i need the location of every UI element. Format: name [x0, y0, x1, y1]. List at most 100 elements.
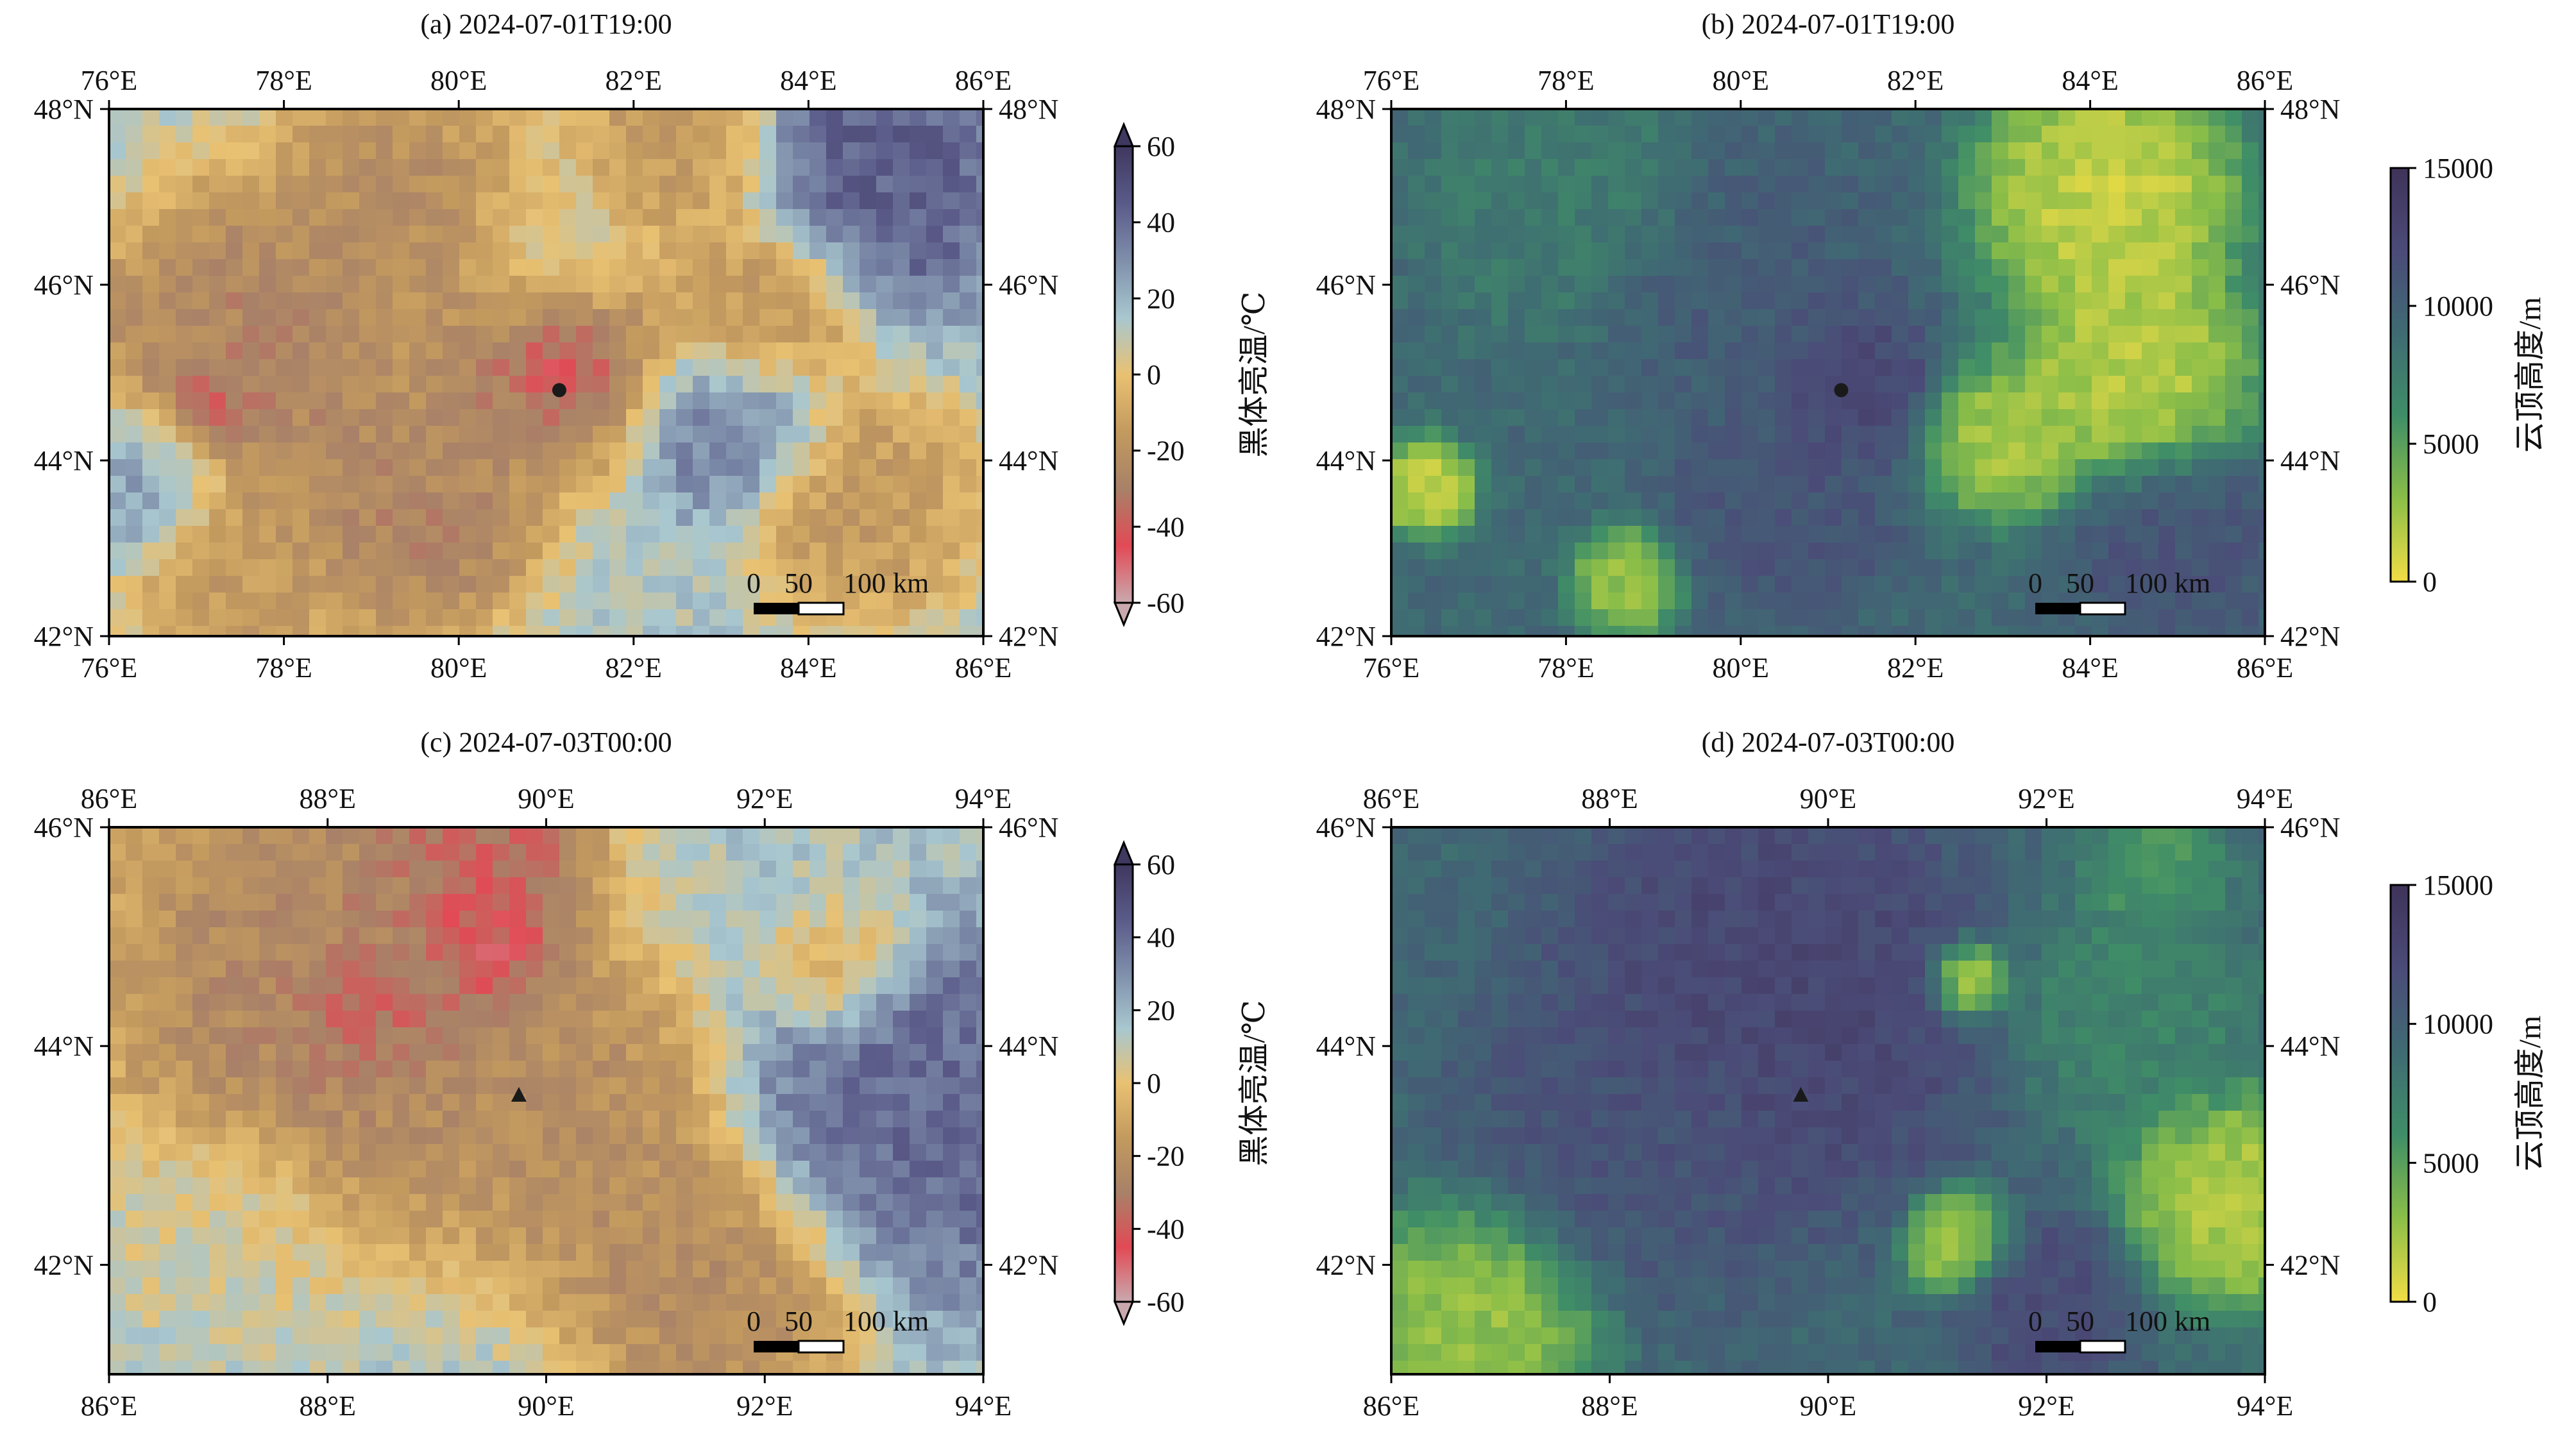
- scale-bar-black: [754, 1341, 799, 1352]
- y-tick-label-right: 42°N: [2280, 621, 2340, 652]
- x-tick-label-bottom: 92°E: [736, 1390, 793, 1422]
- colorbar-tick-label: 20: [1147, 283, 1175, 314]
- colorbar-tick-label: 0: [1147, 359, 1161, 391]
- y-tick-label-left: 48°N: [1316, 94, 1376, 125]
- x-tick-label-top: 88°E: [1581, 783, 1638, 814]
- scale-bar-white: [2079, 1340, 2126, 1354]
- colorbar-extend-top: [1113, 840, 1135, 866]
- colorbar-tick-label: 15000: [2423, 870, 2493, 901]
- colorbar-tick-label: 40: [1147, 922, 1175, 954]
- colorbar-label: 黑体亮温/℃: [1237, 291, 1271, 457]
- x-tick-label-bottom: 86°E: [2237, 652, 2293, 684]
- x-tick-label-top: 86°E: [1363, 783, 1419, 814]
- y-tick-label-right: 44°N: [2280, 445, 2340, 476]
- x-tick-label-top: 80°E: [430, 65, 487, 96]
- panel-title: (a) 2024-07-01T19:00: [420, 8, 672, 40]
- colorbar-tick-label: 5000: [2423, 1147, 2479, 1179]
- scale-bar-white: [797, 602, 845, 616]
- panel-title: (c) 2024-07-03T00:00: [420, 727, 672, 758]
- scale-label-100: 100 km: [2125, 568, 2210, 599]
- y-tick-label-left: 44°N: [34, 1031, 94, 1062]
- colorbar-tick-label: 0: [2423, 566, 2437, 598]
- y-tick-label-left: 44°N: [34, 445, 94, 476]
- map-field: [1391, 109, 2265, 636]
- map-field: [109, 827, 983, 1374]
- x-tick-label-top: 92°E: [2018, 783, 2074, 814]
- colorbar-bar: [2389, 167, 2410, 583]
- y-tick-label-right: 46°N: [2280, 269, 2340, 301]
- panel-b: (b) 2024-07-01T19:00 76°E 76°E 78°E 78°E 80°E…: [1316, 8, 2547, 684]
- scale-bar: 0 50 100 km: [747, 1306, 929, 1354]
- colorbar-label: 黑体亮温/℃: [1237, 1000, 1271, 1166]
- scale-label-0: 0: [2028, 568, 2042, 599]
- x-tick-label-bottom: 82°E: [606, 652, 662, 684]
- x-tick-label-top: 82°E: [606, 65, 662, 96]
- x-tick-label-top: 90°E: [518, 783, 574, 814]
- map-frame: [108, 108, 985, 637]
- x-tick-label-top: 80°E: [1713, 65, 1769, 96]
- y-tick-label-left: 42°N: [1316, 1249, 1376, 1281]
- scale-label-50: 50: [2066, 568, 2094, 599]
- colorbar-tick-label: 0: [2423, 1286, 2437, 1318]
- x-tick-label-bottom: 90°E: [1800, 1390, 1856, 1422]
- x-tick-label-bottom: 84°E: [2062, 652, 2118, 684]
- colorbar: 60 40 20 0 -20 -40 -60 黑体亮温/℃: [1113, 840, 1271, 1326]
- scale-bar: 0 50 100 km: [2028, 1306, 2210, 1354]
- panel-c: (c) 2024-07-03T00:00 86°E 86°E 88°E 88°E 90°E…: [34, 727, 1271, 1422]
- x-tick-label-top: 94°E: [2237, 783, 2293, 814]
- x-tick-label-top: 86°E: [2237, 65, 2293, 96]
- scale-bar-black: [2035, 603, 2080, 614]
- y-tick-label-left: 46°N: [34, 812, 94, 843]
- panel-title: (d) 2024-07-03T00:00: [1702, 727, 1955, 758]
- y-tick-label-right: 42°N: [2280, 1249, 2340, 1281]
- x-tick-label-bottom: 78°E: [255, 652, 312, 684]
- y-tick-label-left: 42°N: [1316, 621, 1376, 652]
- colorbar-tick-label: 60: [1147, 849, 1175, 880]
- scale-bar-white: [2079, 602, 2126, 616]
- y-tick-label-right: 44°N: [999, 445, 1058, 476]
- x-tick-label-bottom: 94°E: [2237, 1390, 2293, 1422]
- x-tick-label-bottom: 92°E: [2018, 1390, 2074, 1422]
- scale-label-0: 0: [2028, 1306, 2042, 1337]
- y-tick-label-left: 42°N: [34, 1249, 94, 1281]
- colorbar-tick-label: 15000: [2423, 153, 2493, 184]
- x-tick-label-bottom: 80°E: [1713, 652, 1769, 684]
- y-tick-label-right: 42°N: [999, 1249, 1058, 1281]
- colorbar-tick-label: -60: [1147, 587, 1185, 619]
- scale-label-0: 0: [747, 1306, 761, 1337]
- colorbar-bar: [1114, 863, 1134, 1303]
- colorbar-bar: [1114, 145, 1134, 604]
- map-field: [1391, 827, 2265, 1374]
- colorbar-tick-label: 60: [1147, 131, 1175, 162]
- colorbar-extend-top: [1113, 122, 1135, 147]
- colorbar-tick-label: 5000: [2423, 428, 2479, 460]
- colorbar-tick-label: 10000: [2423, 290, 2493, 322]
- y-tick-label-left: 42°N: [34, 621, 94, 652]
- x-tick-label-top: 94°E: [955, 783, 1012, 814]
- x-tick-label-bottom: 76°E: [1363, 652, 1419, 684]
- scale-label-100: 100 km: [2125, 1306, 2210, 1337]
- colorbar-tick-label: 10000: [2423, 1009, 2493, 1040]
- x-tick-label-top: 76°E: [1363, 65, 1419, 96]
- scale-bar: 0 50 100 km: [747, 568, 929, 616]
- scale-label-100: 100 km: [843, 1306, 929, 1337]
- colorbar-tick-label: 40: [1147, 207, 1175, 239]
- x-tick-label-bottom: 78°E: [1538, 652, 1594, 684]
- y-tick-label-left: 46°N: [1316, 812, 1376, 843]
- x-tick-label-top: 78°E: [255, 65, 312, 96]
- x-tick-label-top: 90°E: [1800, 783, 1856, 814]
- scale-bar-black: [2035, 1341, 2080, 1352]
- x-tick-label-bottom: 80°E: [430, 652, 487, 684]
- x-tick-label-top: 88°E: [300, 783, 356, 814]
- x-tick-label-top: 78°E: [1538, 65, 1594, 96]
- colorbar-tick-label: -60: [1147, 1286, 1185, 1318]
- scale-label-50: 50: [784, 1306, 813, 1337]
- x-tick-label-top: 84°E: [780, 65, 836, 96]
- panel-d: (d) 2024-07-03T00:00 86°E 86°E 88°E 88°E 90°E…: [1316, 727, 2547, 1422]
- station-marker: [1834, 383, 1849, 398]
- station-marker: [552, 383, 566, 398]
- y-tick-label-right: 46°N: [2280, 812, 2340, 843]
- map-field: [109, 109, 983, 636]
- scale-label-0: 0: [747, 568, 761, 599]
- x-tick-label-bottom: 86°E: [81, 1390, 137, 1422]
